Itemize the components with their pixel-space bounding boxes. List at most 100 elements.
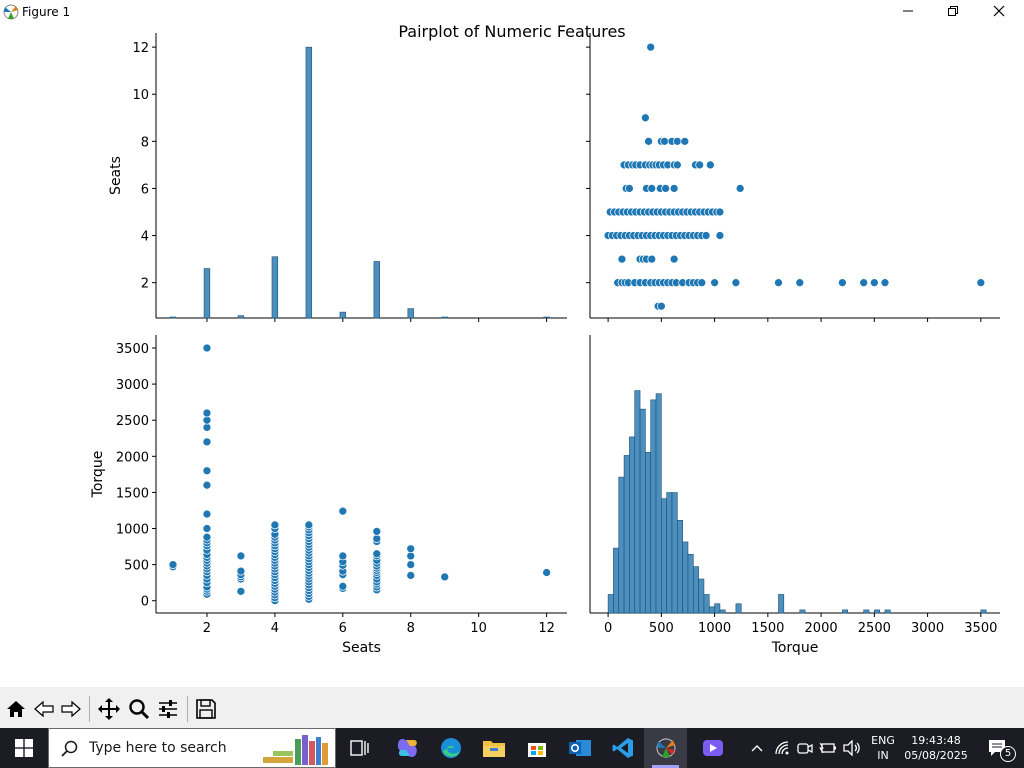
clock[interactable]: 19:43:48 05/08/2025 bbox=[902, 733, 970, 763]
y-axis-label: Torque bbox=[90, 451, 106, 499]
task-view-icon bbox=[349, 740, 369, 756]
histogram-bar bbox=[687, 554, 694, 614]
scatter-point bbox=[372, 527, 382, 536]
tray-network[interactable] bbox=[771, 728, 793, 768]
restore-icon bbox=[948, 6, 958, 16]
scatter-point bbox=[406, 560, 416, 569]
search-placeholder: Type here to search bbox=[89, 740, 227, 756]
notification-center-button[interactable]: 5 bbox=[976, 728, 1020, 768]
taskbar-store[interactable] bbox=[515, 728, 558, 768]
language-indicator[interactable]: ENG IN bbox=[866, 733, 900, 763]
restore-button[interactable] bbox=[930, 0, 976, 22]
back-icon bbox=[34, 700, 54, 718]
home-button[interactable] bbox=[3, 696, 29, 722]
scatter-point bbox=[338, 581, 348, 591]
scatter-point bbox=[406, 551, 416, 561]
y-tick-label: 2500 bbox=[116, 414, 149, 429]
histogram-bar bbox=[237, 315, 245, 319]
save-icon bbox=[196, 699, 216, 719]
vscode-icon bbox=[612, 738, 633, 758]
histogram-bar bbox=[863, 609, 870, 614]
zoom-button[interactable] bbox=[126, 696, 152, 722]
forward-button[interactable] bbox=[58, 696, 84, 722]
tray-battery[interactable] bbox=[817, 728, 839, 768]
histogram-bar bbox=[708, 606, 715, 614]
scatter-point bbox=[710, 278, 719, 288]
taskbar-python-figure[interactable] bbox=[644, 728, 687, 768]
save-button[interactable] bbox=[193, 696, 219, 722]
python-figure-icon bbox=[656, 738, 675, 758]
scatter-point bbox=[838, 278, 847, 288]
scatter-point bbox=[202, 480, 212, 490]
scatter-point bbox=[880, 278, 890, 288]
tray-volume[interactable] bbox=[840, 728, 864, 768]
minimize-button[interactable] bbox=[885, 0, 931, 22]
taskbar-file-explorer[interactable] bbox=[472, 728, 515, 768]
taskbar-clipchamp[interactable] bbox=[691, 728, 734, 768]
histogram-bar bbox=[714, 603, 721, 614]
scatter-point bbox=[672, 160, 682, 170]
scatter-point bbox=[705, 160, 715, 170]
taskbar-vscode[interactable] bbox=[601, 728, 644, 768]
scatter-point bbox=[660, 136, 669, 146]
scatter-point bbox=[774, 278, 783, 288]
scatter-point bbox=[672, 136, 682, 146]
scatter-point bbox=[406, 544, 416, 554]
configure-subplots-button[interactable] bbox=[155, 696, 181, 722]
histogram-bar bbox=[169, 316, 177, 319]
scatter-point bbox=[168, 560, 178, 569]
window-title: Figure 1 bbox=[22, 5, 71, 19]
speaker-icon bbox=[843, 740, 860, 756]
taskbar-search-box[interactable]: Type here to search bbox=[48, 728, 336, 768]
configure-icon bbox=[159, 700, 177, 718]
tray-meet-now[interactable] bbox=[794, 728, 816, 768]
clipchamp-icon bbox=[702, 740, 723, 756]
chevron-up-icon bbox=[751, 745, 763, 752]
copilot-icon bbox=[397, 739, 417, 757]
histogram-bar bbox=[634, 390, 641, 614]
x-tick-label: 3000 bbox=[911, 621, 944, 636]
start-button[interactable] bbox=[0, 728, 48, 768]
scatter-point bbox=[202, 343, 212, 353]
x-tick-label: 8 bbox=[407, 621, 415, 636]
taskbar-edge[interactable] bbox=[429, 728, 472, 768]
active-app-indicator bbox=[652, 765, 679, 768]
scatter-point bbox=[697, 278, 707, 288]
store-icon bbox=[527, 743, 546, 757]
outlook-icon bbox=[568, 740, 591, 756]
histogram-bar bbox=[650, 399, 657, 614]
scatter-point bbox=[976, 278, 986, 288]
histogram-bar bbox=[682, 541, 689, 614]
histogram-bar bbox=[441, 316, 448, 319]
home-icon bbox=[7, 701, 25, 717]
tray-overflow-button[interactable] bbox=[745, 728, 769, 768]
scatter-point bbox=[680, 136, 690, 146]
y-tick-label: 8 bbox=[141, 135, 149, 150]
scatter-point bbox=[202, 466, 212, 476]
scatter-point bbox=[661, 184, 670, 193]
scatter-point bbox=[338, 551, 348, 561]
scatter-point bbox=[617, 254, 627, 264]
clock-time: 19:43:48 bbox=[911, 734, 961, 747]
battery-charging-icon bbox=[819, 742, 836, 754]
keyboard-region: IN bbox=[877, 749, 889, 762]
histogram-bar bbox=[719, 609, 726, 614]
taskbar-copilot[interactable] bbox=[386, 728, 429, 768]
x-tick-label: 500 bbox=[649, 621, 674, 636]
histogram-bar bbox=[639, 408, 646, 614]
back-button[interactable] bbox=[31, 696, 57, 722]
histogram-bar bbox=[613, 547, 620, 614]
forward-icon bbox=[61, 700, 81, 718]
pan-button[interactable] bbox=[96, 696, 122, 722]
scatter-point bbox=[735, 184, 745, 193]
scatter-point bbox=[715, 231, 725, 240]
scatter-point bbox=[202, 423, 212, 432]
scatter-point bbox=[669, 254, 679, 264]
close-button[interactable] bbox=[976, 0, 1022, 22]
histogram-bar bbox=[607, 594, 614, 614]
histogram-bar bbox=[703, 594, 710, 614]
taskbar-task-view[interactable] bbox=[338, 728, 381, 768]
taskbar-outlook[interactable] bbox=[558, 728, 601, 768]
scatter-point bbox=[669, 184, 679, 193]
camera-icon bbox=[797, 743, 813, 754]
